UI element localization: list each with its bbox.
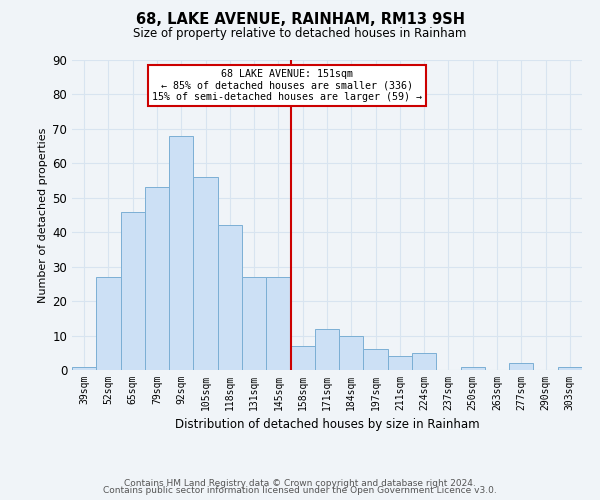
Text: Contains HM Land Registry data © Crown copyright and database right 2024.: Contains HM Land Registry data © Crown c… <box>124 478 476 488</box>
Bar <box>96 277 121 370</box>
Bar <box>364 350 388 370</box>
Bar <box>412 353 436 370</box>
Bar <box>193 177 218 370</box>
Bar <box>169 136 193 370</box>
Bar <box>509 363 533 370</box>
Bar <box>461 366 485 370</box>
Y-axis label: Number of detached properties: Number of detached properties <box>38 128 48 302</box>
Text: 68 LAKE AVENUE: 151sqm
← 85% of detached houses are smaller (336)
15% of semi-de: 68 LAKE AVENUE: 151sqm ← 85% of detached… <box>152 68 422 102</box>
X-axis label: Distribution of detached houses by size in Rainham: Distribution of detached houses by size … <box>175 418 479 432</box>
Bar <box>121 212 145 370</box>
Bar <box>266 277 290 370</box>
Bar <box>72 366 96 370</box>
Bar <box>145 188 169 370</box>
Text: Size of property relative to detached houses in Rainham: Size of property relative to detached ho… <box>133 28 467 40</box>
Bar <box>290 346 315 370</box>
Text: Contains public sector information licensed under the Open Government Licence v3: Contains public sector information licen… <box>103 486 497 495</box>
Bar <box>558 366 582 370</box>
Bar <box>242 277 266 370</box>
Text: 68, LAKE AVENUE, RAINHAM, RM13 9SH: 68, LAKE AVENUE, RAINHAM, RM13 9SH <box>136 12 464 28</box>
Bar <box>339 336 364 370</box>
Bar <box>388 356 412 370</box>
Bar <box>315 328 339 370</box>
Bar <box>218 226 242 370</box>
